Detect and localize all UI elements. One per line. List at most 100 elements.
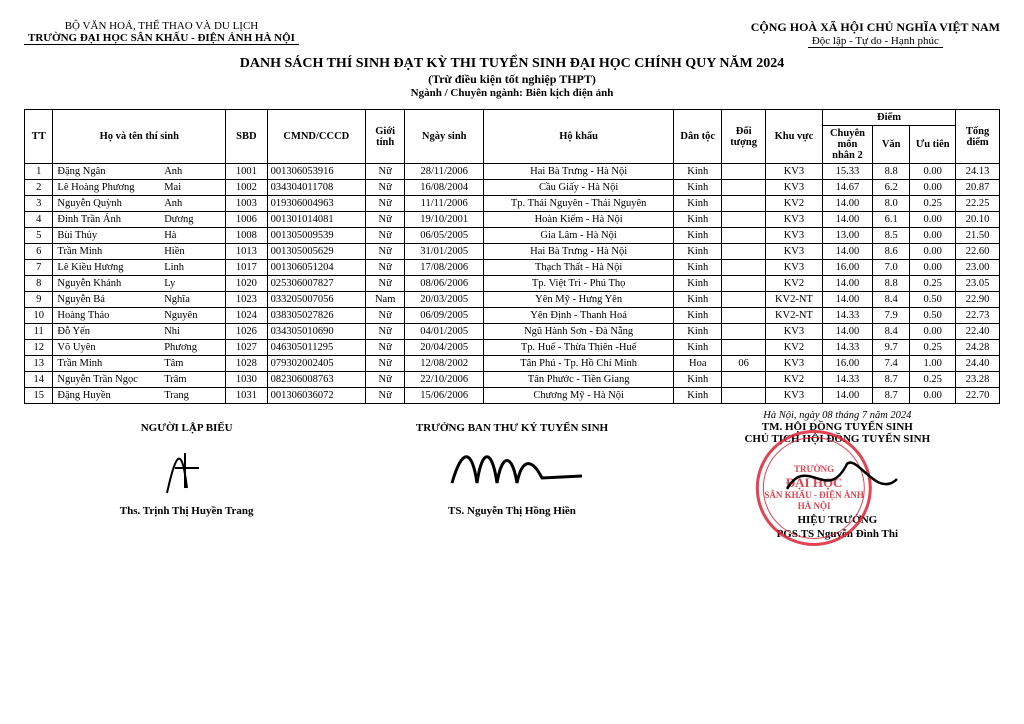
cell-cm: 16.00 [822,356,872,372]
cell-ns: 06/05/2005 [405,228,484,244]
cell-sbd: 1002 [226,180,268,196]
cell-kv: KV3 [766,324,823,340]
cell-dt: Kinh [674,308,722,324]
cell-doi [722,164,766,180]
col-tt: TT [25,110,53,164]
cell-sbd: 1027 [226,340,268,356]
table-row: 9Nguyễn BáNghĩa1023033205007056Nam20/03/… [25,292,1000,308]
cell-tong: 21.50 [956,228,1000,244]
cell-gt: Nữ [366,308,405,324]
cell-gt: Nữ [366,260,405,276]
cell-tt: 7 [25,260,53,276]
cell-cccd: 034304011708 [267,180,365,196]
cell-cm: 14.33 [822,308,872,324]
col-uutien: Ưu tiên [910,126,956,164]
cell-dt: Kinh [674,276,722,292]
cell-cccd: 046305011295 [267,340,365,356]
cell-ns: 31/01/2005 [405,244,484,260]
cell-tong: 24.28 [956,340,1000,356]
cell-doi [722,196,766,212]
cell-tong: 23.05 [956,276,1000,292]
cell-ho: Đặng Ngân [53,164,162,180]
col-hoten: Họ và tên thí sinh [53,110,226,164]
cell-tong: 22.60 [956,244,1000,260]
cell-ten: Tâm [162,356,225,372]
cell-dt: Kinh [674,372,722,388]
col-tong: Tổng điểm [956,110,1000,164]
col-van: Văn [873,126,910,164]
table-row: 11Đỗ YếnNhi1026034305010690Nữ04/01/2005N… [25,324,1000,340]
cell-doi [722,244,766,260]
cell-hk: Hoàn Kiếm - Hà Nội [484,212,674,228]
cell-tong: 24.13 [956,164,1000,180]
col-sbd: SBD [226,110,268,164]
cell-van: 8.6 [873,244,910,260]
cell-ten: Anh [162,196,225,212]
cell-ut: 0.00 [910,388,956,404]
cell-tt: 3 [25,196,53,212]
cell-tt: 5 [25,228,53,244]
cell-kv: KV3 [766,260,823,276]
cell-dt: Kinh [674,212,722,228]
cell-van: 8.8 [873,164,910,180]
cell-gt: Nữ [366,372,405,388]
table-row: 3Nguyễn QuỳnhAnh1003019306004963Nữ11/11/… [25,196,1000,212]
cell-ns: 12/08/2002 [405,356,484,372]
cell-van: 7.0 [873,260,910,276]
cell-sbd: 1020 [226,276,268,292]
motto-line: Độc lập - Tự do - Hạnh phúc [808,35,943,48]
cell-hk: Thạch Thất - Hà Nội [484,260,674,276]
sig-right-role1: TM. HỘI ĐỒNG TUYỂN SINH [675,421,1000,433]
cell-ut: 0.50 [910,292,956,308]
cell-doi [722,372,766,388]
cell-tt: 4 [25,212,53,228]
table-row: 6Trần MinhHiền1013001305005629Nữ31/01/20… [25,244,1000,260]
cell-ten: Hiền [162,244,225,260]
cell-tt: 9 [25,292,53,308]
cell-ho: Nguyễn Bá [53,292,162,308]
cell-sbd: 1001 [226,164,268,180]
cell-doi [722,324,766,340]
col-cccd: CMND/CCCD [267,110,365,164]
cell-tong: 22.40 [956,324,1000,340]
cell-ns: 20/04/2005 [405,340,484,356]
cell-tt: 6 [25,244,53,260]
cell-ns: 08/06/2006 [405,276,484,292]
cell-ns: 19/10/2001 [405,212,484,228]
cell-cm: 13.00 [822,228,872,244]
cell-ten: Hà [162,228,225,244]
cell-cccd: 038305027826 [267,308,365,324]
sig-left-role: NGƯỜI LẬP BIỂU [24,422,349,434]
cell-ns: 15/06/2006 [405,388,484,404]
cell-cm: 14.00 [822,324,872,340]
table-head: TT Họ và tên thí sinh SBD CMND/CCCD Giới… [25,110,1000,164]
cell-ho: Bùi Thủy [53,228,162,244]
cell-cccd: 001306051204 [267,260,365,276]
cell-van: 8.7 [873,372,910,388]
cell-ns: 28/11/2006 [405,164,484,180]
cell-tong: 20.10 [956,212,1000,228]
cell-ho: Đỗ Yến [53,324,162,340]
cell-sbd: 1026 [226,324,268,340]
cell-ho: Trần Minh [53,356,162,372]
cell-kv: KV2 [766,276,823,292]
col-gioitinh: Giới tính [366,110,405,164]
table-row: 14Nguyễn Trần NgọcTrâm1030082306008763Nữ… [25,372,1000,388]
cell-tong: 24.40 [956,356,1000,372]
cell-gt: Nữ [366,180,405,196]
cell-cccd: 025306007827 [267,276,365,292]
cell-cm: 14.00 [822,276,872,292]
cell-van: 6.1 [873,212,910,228]
col-hokhau: Hộ khẩu [484,110,674,164]
cell-ns: 16/08/2004 [405,180,484,196]
cell-sbd: 1013 [226,244,268,260]
title-main: DANH SÁCH THÍ SINH ĐẠT KỲ THI TUYỂN SINH… [24,56,1000,72]
cell-doi [722,292,766,308]
cell-ut: 0.00 [910,164,956,180]
cell-ns: 22/10/2006 [405,372,484,388]
table-row: 2Lê Hoàng PhươngMai1002034304011708Nữ16/… [25,180,1000,196]
sig-right: Hà Nội, ngày 08 tháng 7 năm 2024 TM. HỘI… [675,410,1000,540]
cell-tt: 1 [25,164,53,180]
cell-cm: 14.33 [822,372,872,388]
cell-dt: Kinh [674,180,722,196]
